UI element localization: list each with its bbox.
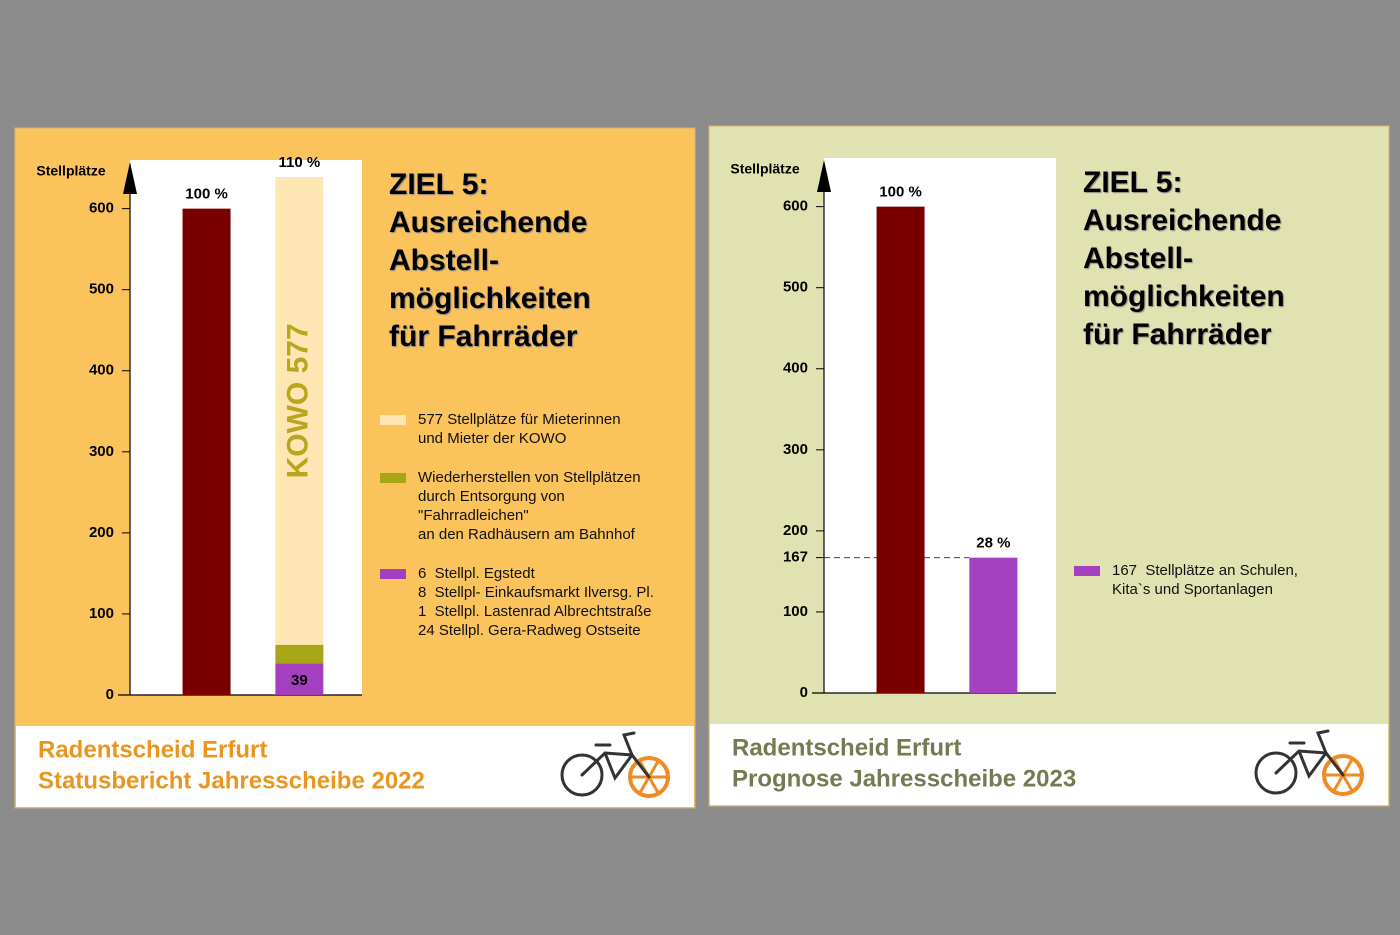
spoke	[639, 775, 651, 794]
data-label: 39	[291, 672, 308, 689]
legend-text: 8 Stellpl- Einkaufsmarkt Ilversg. Pl.	[418, 584, 654, 601]
y-tick-label: 300	[89, 443, 114, 460]
bicycle-icon	[560, 731, 670, 798]
legend-text: durch Entsorgung von	[418, 488, 565, 505]
bicycle-icon	[1254, 729, 1364, 796]
legend-text: 1 Stellpl. Lastenrad Albrechtstraße	[418, 603, 651, 620]
plot-area	[130, 160, 362, 695]
y-tick-label: 167	[783, 549, 808, 566]
legend-swatch	[380, 473, 406, 483]
frame	[580, 751, 651, 779]
legend-swatch	[1074, 566, 1100, 576]
panel: Stellplätze01002003004005006003910 %KOWO…	[14, 127, 696, 809]
legend-text: 6 Stellpl. Egstedt	[418, 565, 536, 582]
chart-title: Abstell-	[389, 244, 499, 277]
y-tick-label: 100	[783, 603, 808, 620]
legend-text: 577 Stellplätze für Mieterinnen	[418, 411, 621, 428]
y-axis-label: Stellplätze	[730, 161, 799, 177]
chart-title: für Fahrräder	[1083, 318, 1272, 351]
rear-wheel	[560, 753, 604, 797]
y-tick-label: 600	[783, 198, 808, 215]
bar	[275, 177, 324, 645]
legend-text: und Mieter der KOWO	[418, 430, 566, 447]
footer-text: Statusbericht Jahresscheibe 2022	[38, 767, 425, 794]
y-tick-label: 200	[89, 524, 114, 541]
legend-swatch	[380, 569, 406, 579]
front-wheel	[628, 756, 670, 798]
chart-title: möglichkeiten	[1083, 280, 1285, 313]
handlebar	[621, 731, 636, 757]
y-tick-label: 0	[106, 686, 114, 703]
legend-text: 167 Stellplätze an Schulen,	[1112, 562, 1298, 579]
frame-lower	[603, 751, 634, 782]
footer-text: Radentscheid Erfurt	[732, 734, 961, 761]
bar-label: 28 %	[976, 535, 1010, 552]
frame	[1274, 749, 1345, 777]
spoke	[647, 760, 659, 779]
chart-title: Ausreichende	[1083, 204, 1281, 237]
front-wheel	[1322, 754, 1364, 796]
bar	[969, 557, 1018, 693]
chart-title: möglichkeiten	[389, 282, 591, 315]
y-tick-label: 200	[783, 522, 808, 539]
axis-arrow	[123, 162, 137, 194]
chart-title: für Fahrräder	[389, 320, 578, 353]
chart-title: Abstell-	[1083, 242, 1193, 275]
plot-area	[824, 158, 1056, 693]
handlebar	[1315, 729, 1330, 755]
spoke	[647, 775, 659, 794]
footer-text: Radentscheid Erfurt	[38, 736, 267, 763]
y-tick-label: 400	[89, 362, 114, 379]
y-tick-label: 600	[89, 200, 114, 217]
chart-title: ZIEL 5:	[389, 168, 488, 201]
spoke	[1341, 758, 1353, 777]
footer-text: Prognose Jahresscheibe 2023	[732, 765, 1076, 792]
bar-label: 100 %	[185, 186, 228, 203]
spoke	[1333, 773, 1345, 792]
chart-title: ZIEL 5:	[1083, 166, 1182, 199]
bar	[182, 208, 231, 695]
bar-inner-label: KOWO 577	[281, 323, 314, 478]
panel: Stellplätze 0 100 167 200 300 400 500 600 100 % 28…	[708, 125, 1390, 807]
y-tick-label: 0	[800, 684, 808, 701]
bar-label: 100 %	[879, 184, 922, 201]
y-tick-label: 500	[89, 281, 114, 298]
bar-label: 110 %	[279, 154, 321, 171]
bar	[275, 644, 324, 664]
y-tick-label: 500	[783, 279, 808, 296]
legend-text: Wiederherstellen von Stellplätzen	[418, 469, 641, 486]
legend-text: "Fahrradleichen"	[418, 507, 529, 524]
legend-text: Kita`s und Sportanlagen	[1112, 581, 1273, 598]
y-tick-label: 400	[783, 360, 808, 377]
axis-arrow	[817, 160, 831, 192]
y-tick-label: 100	[89, 605, 114, 622]
legend-text: an den Radhäusern am Bahnhof	[418, 526, 636, 543]
y-tick-label: 300	[783, 441, 808, 458]
spoke	[1341, 773, 1353, 792]
bar	[876, 206, 925, 693]
rear-wheel	[1254, 751, 1298, 795]
frame-lower	[1297, 749, 1328, 780]
legend-text: 24 Stellpl. Gera-Radweg Ostseite	[418, 622, 641, 639]
y-axis-label: Stellplätze	[36, 163, 105, 179]
legend-swatch	[380, 415, 406, 425]
chart-title: Ausreichende	[389, 206, 587, 239]
bar	[275, 663, 324, 695]
